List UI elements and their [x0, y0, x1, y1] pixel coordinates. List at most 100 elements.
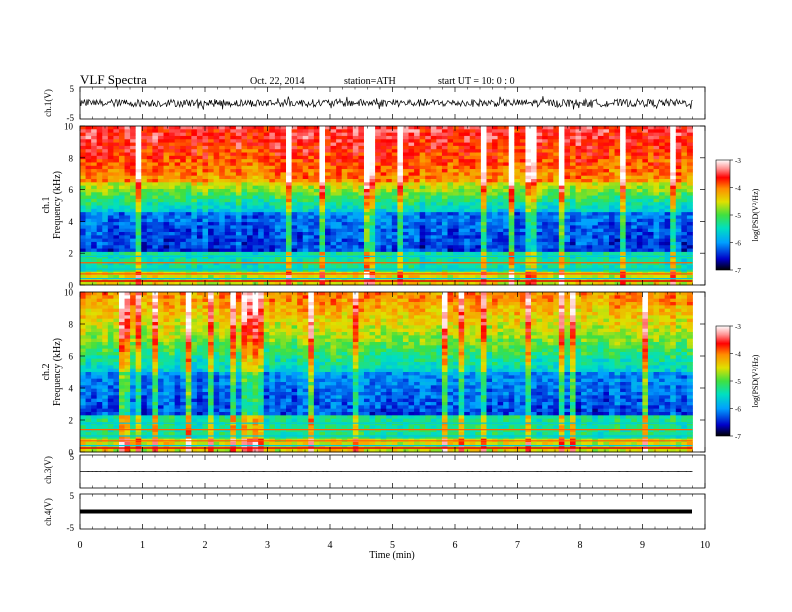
spectrogram-cell	[85, 179, 92, 183]
spectrogram-cell	[358, 159, 365, 163]
spectrogram-cell	[475, 238, 482, 243]
spectrogram-cell	[480, 238, 487, 243]
spectrogram-cell	[653, 175, 660, 180]
spectrogram-cell	[608, 198, 615, 203]
spectrogram-cell	[157, 175, 164, 180]
spectrogram-cell	[575, 132, 582, 137]
spectrogram-cell	[252, 175, 259, 180]
spectrogram-cell	[191, 162, 198, 167]
spectrogram-cell	[408, 225, 415, 230]
spectrogram-cell	[352, 159, 359, 163]
spectrogram-cell	[219, 258, 226, 263]
spectrogram-cell	[653, 182, 660, 187]
spectrogram-cell	[302, 198, 309, 203]
spectrogram-cell	[213, 192, 220, 196]
spectrogram-cell	[141, 245, 148, 249]
spectrogram-cell	[480, 228, 487, 233]
spectrogram-cell	[425, 212, 432, 216]
spectrogram-cell	[363, 261, 370, 266]
spectrogram-cell	[146, 232, 153, 236]
spectrogram-cell	[553, 192, 560, 196]
spectrogram-cell	[258, 218, 265, 223]
spectrogram-cell	[542, 188, 549, 193]
spectrogram-cell	[519, 261, 526, 266]
spectrogram-cell	[291, 268, 298, 273]
spectrogram-cell	[274, 162, 281, 167]
spectrogram-cell	[592, 212, 599, 216]
spectrogram-cell	[235, 152, 242, 157]
spectrogram-cell	[586, 185, 593, 190]
spectrogram-cell	[235, 155, 242, 160]
spectrogram-cell	[163, 172, 170, 177]
spectrogram-cell	[152, 278, 159, 283]
spectrogram-cell	[208, 165, 215, 170]
spectrogram-cell	[391, 238, 398, 243]
spectrogram-cell	[592, 225, 599, 230]
spectrogram-cell	[208, 135, 215, 140]
spectrogram-cell	[475, 261, 482, 266]
spectrogram-cell	[586, 145, 593, 150]
spectrogram-cell	[258, 228, 265, 233]
spectrogram-cell	[102, 235, 109, 240]
spectrogram-cell	[347, 145, 354, 150]
spectrogram-cell	[386, 251, 393, 256]
spectrogram-cell	[391, 251, 398, 256]
spectrogram-cell	[252, 192, 259, 196]
spectrogram-cell	[647, 225, 654, 230]
spectrogram-cell	[475, 195, 482, 200]
spectrogram-cell	[531, 265, 537, 269]
spectrogram-cell	[402, 245, 409, 249]
spectrogram-cell	[80, 202, 86, 206]
spectrogram-cell	[247, 225, 254, 230]
spectrogram-cell	[224, 132, 231, 137]
spectrogram-cell	[286, 198, 292, 203]
spectrogram-cell	[163, 192, 170, 196]
spectrogram-cell	[352, 255, 359, 259]
spectrogram-cell	[508, 179, 515, 183]
spectrogram-cell	[269, 222, 276, 226]
spectrogram-cell	[547, 172, 554, 177]
spectrogram-cell	[191, 212, 198, 216]
spectrogram-cell	[636, 225, 643, 230]
spectrogram-cell	[547, 145, 554, 150]
spectrogram-cell	[425, 245, 432, 249]
spectrogram-cell	[352, 208, 359, 213]
spectrogram-cell	[402, 175, 409, 180]
spectrogram-cell	[542, 155, 549, 160]
spectrogram-cell	[614, 261, 621, 266]
spectrogram-cell	[453, 185, 460, 190]
spectrogram-cell	[174, 275, 181, 279]
spectrogram-cell	[180, 241, 187, 246]
spectrogram-cell	[169, 149, 176, 153]
spectrogram-cell	[570, 215, 576, 220]
spectrogram-cell	[352, 248, 359, 253]
spectrogram-cell	[152, 202, 159, 206]
spectrogram-cell	[135, 258, 142, 263]
spectrogram-cell	[180, 215, 187, 220]
spectrogram-cell	[358, 132, 365, 137]
spectrogram-cell	[503, 225, 510, 230]
spectrogram-cell	[230, 218, 237, 223]
spectrogram-cell	[636, 268, 643, 273]
spectrogram-cell	[620, 241, 627, 246]
spectrogram-cell	[542, 255, 549, 259]
spectrogram-cell	[230, 188, 237, 193]
spectrogram-cell	[96, 205, 103, 210]
spectrogram-cell	[436, 129, 443, 134]
spectrogram-cell	[319, 129, 326, 134]
spectrogram-cell	[174, 129, 181, 134]
spectrogram-cell	[453, 228, 460, 233]
spectrogram-cell	[141, 268, 148, 273]
spectrogram-cell	[475, 278, 482, 283]
spectrogram-cell	[647, 159, 654, 163]
spectrogram-cell	[169, 268, 176, 273]
spectrogram-cell	[430, 182, 437, 187]
spectrogram-cell	[219, 182, 226, 187]
spectrogram-cell	[180, 251, 187, 256]
spectrogram-cell	[241, 192, 248, 196]
spectrogram-cell	[258, 251, 265, 256]
spectrogram-cell	[297, 278, 304, 283]
spectrogram-cell	[597, 198, 604, 203]
spectrogram-cell	[570, 126, 576, 130]
spectrogram-cell	[519, 155, 526, 160]
